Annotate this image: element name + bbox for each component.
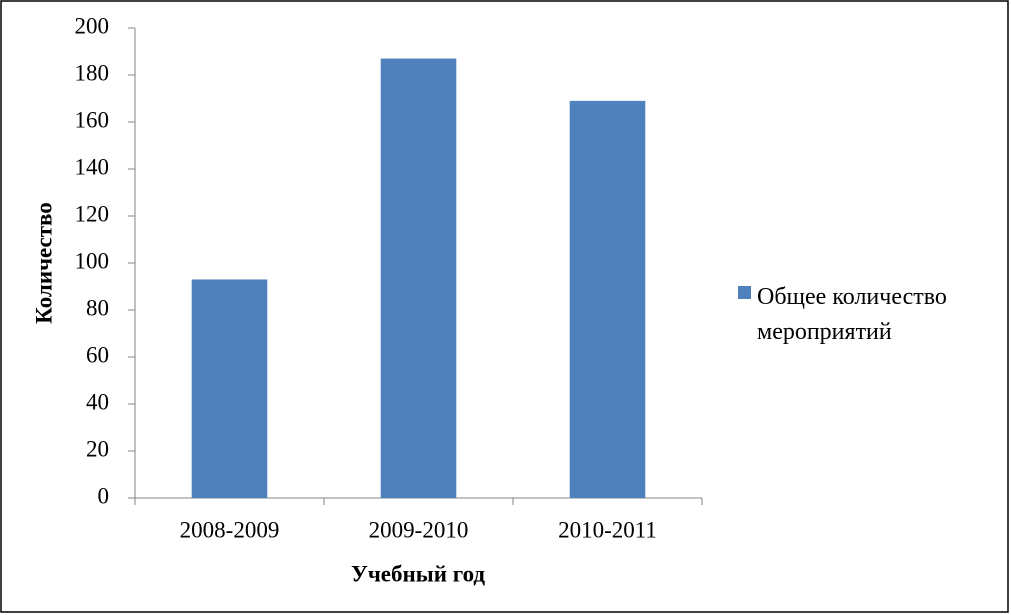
y-tick-label: 160 — [75, 107, 110, 132]
y-tick-label: 180 — [75, 60, 110, 85]
x-tick-label: 2010-2011 — [558, 517, 657, 542]
bar — [191, 279, 268, 498]
x-tick-label: 2009-2010 — [369, 517, 469, 542]
y-tick-label: 40 — [86, 389, 109, 414]
y-tick-label: 20 — [86, 436, 109, 461]
y-tick-label: 120 — [75, 201, 110, 226]
y-tick-label: 0 — [98, 483, 110, 508]
y-tick-label: 200 — [75, 13, 110, 38]
bar — [569, 100, 646, 498]
y-tick-label: 100 — [75, 248, 110, 273]
legend-label: Общее количество мероприятий — [757, 284, 947, 345]
bar — [380, 58, 457, 499]
y-axis-title: Количество — [31, 202, 56, 324]
y-tick-label: 140 — [75, 154, 110, 179]
legend-swatch — [738, 286, 751, 299]
y-tick-label: 60 — [86, 342, 109, 367]
x-axis-title: Учебный год — [351, 561, 485, 586]
x-tick-label: 2008-2009 — [180, 517, 280, 542]
y-tick-label: 80 — [86, 295, 109, 320]
